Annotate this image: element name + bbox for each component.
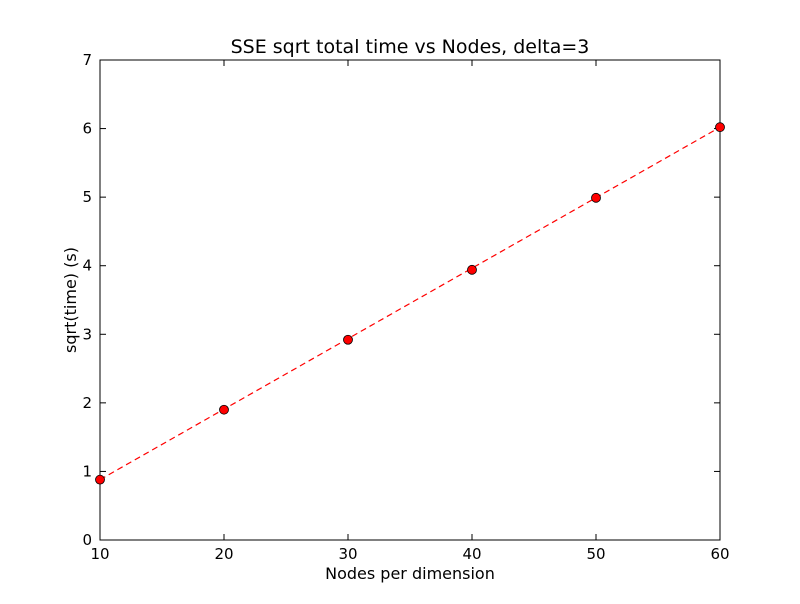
y-tick-label: 2 [82,394,92,412]
x-tick-label: 30 [338,545,357,563]
y-tick-label: 6 [82,120,92,138]
fit-line-layer [99,126,721,481]
plot-area-frame [99,59,721,541]
chart-title: SSE sqrt total time vs Nodes, delta=3 [231,36,590,58]
data-point [591,192,601,203]
x-tick-label: 40 [462,545,481,563]
x-tick-label: 50 [586,545,605,563]
y-tick-label: 1 [82,462,92,480]
data-points-layer [95,122,725,485]
y-axis-label: sqrt(time) (s) [61,247,80,353]
data-point [219,404,229,415]
x-axis-label: Nodes per dimension [325,564,495,583]
x-tick-label: 10 [90,545,109,563]
data-point [467,264,477,275]
y-tick-label: 3 [82,325,92,343]
y-tick-label: 0 [82,531,92,549]
y-tick-label: 4 [82,257,92,275]
fit-line [99,126,721,481]
x-tick-label: 20 [214,545,233,563]
x-tick-label: 60 [710,545,729,563]
data-point [715,122,725,133]
y-tick-label: 5 [82,188,92,206]
y-tick-label: 7 [82,51,92,69]
data-point [343,334,353,345]
data-point [95,474,105,485]
